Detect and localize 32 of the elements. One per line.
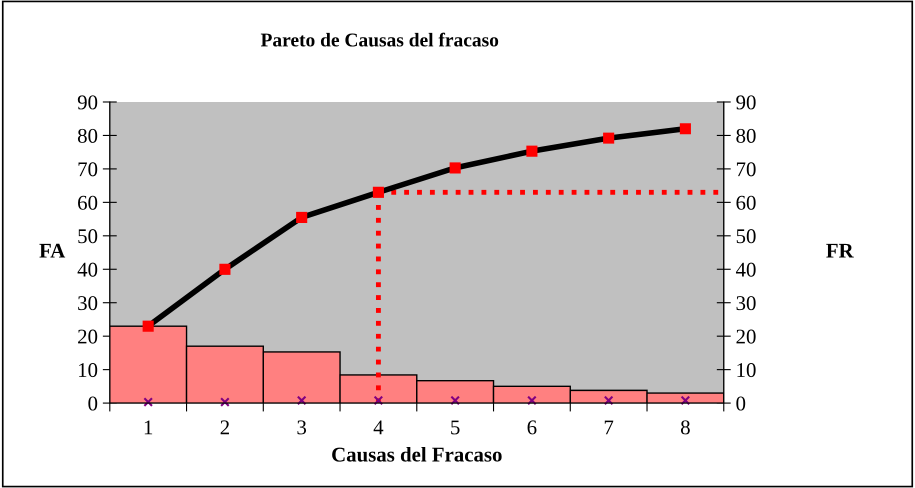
y-tick-label: 60 [78, 196, 98, 210]
y2-tick-label: 30 [736, 296, 756, 310]
y2-tick-label: 20 [736, 330, 756, 344]
y2-tick-label: 10 [737, 363, 756, 378]
y-tick-label: 0 [88, 396, 98, 411]
y-tick-label: 40 [78, 262, 98, 277]
y-tick-label: 80 [78, 128, 98, 143]
y2-tick-label: 40 [736, 262, 756, 277]
y2-axis-title: FR [826, 244, 854, 258]
y2-tick-label: 0 [736, 396, 746, 411]
y-tick-label: 50 [78, 229, 98, 244]
y-tick-label: 70 [78, 162, 98, 176]
y2-tick-label: 60 [736, 196, 756, 210]
y2-tick-label: 50 [736, 229, 756, 244]
x-tick-label: 6 [528, 420, 536, 434]
x-tick-label: 7 [604, 420, 614, 434]
x-tick-label: 4 [374, 420, 384, 434]
x-tick-label: 3 [297, 420, 306, 434]
x-tick-label: 8 [680, 420, 690, 434]
y-tick-label: 10 [78, 363, 98, 378]
x-tick-label: 5 [451, 420, 460, 434]
y2-tick-label: 70 [736, 162, 756, 176]
y-tick-label: 90 [78, 95, 98, 110]
x-tick-label: 1 [144, 420, 152, 434]
y-axis-title: FA [39, 244, 66, 258]
y-tick-label: 20 [78, 330, 98, 344]
y2-tick-label: 80 [736, 128, 756, 143]
x-tick-label: 2 [220, 420, 229, 434]
y2-tick-label: 90 [736, 95, 756, 110]
chart-title: Pareto de Causas del fracaso [260, 32, 498, 47]
y-tick-label: 30 [78, 296, 98, 310]
x-axis-title: Causas del Fracaso [332, 446, 502, 462]
